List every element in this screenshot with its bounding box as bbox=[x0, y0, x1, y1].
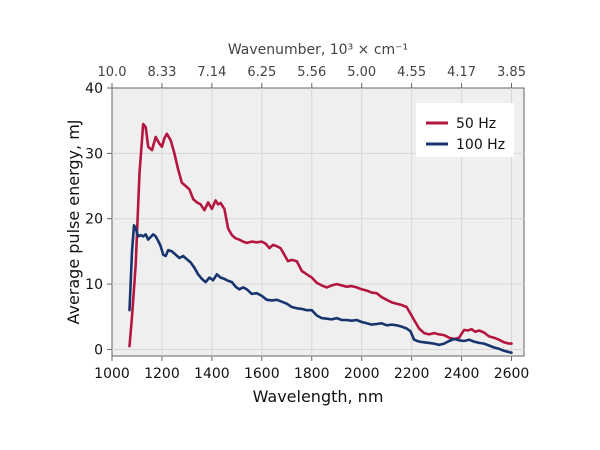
y-axis-title: Average pulse energy, mJ bbox=[64, 119, 83, 324]
top-tick-label: 10.0 bbox=[98, 65, 127, 80]
legend-box bbox=[416, 103, 514, 157]
legend-label-100hz: 100 Hz bbox=[456, 137, 505, 153]
legend: 50 Hz 100 Hz bbox=[416, 103, 514, 157]
series-line-50hz bbox=[128, 122, 513, 348]
gridlines bbox=[112, 88, 524, 356]
series-lines bbox=[128, 122, 513, 355]
x-axis: 1000 1200 1400 1600 1800 2000 2200 2400 2600 bbox=[94, 356, 529, 382]
top-tick-label: 5.56 bbox=[297, 65, 326, 80]
top-axis: 10.0 8.33 7.14 6.25 5.56 5.00 4.55 4.17 3.85 bbox=[98, 65, 526, 88]
x-tick-label: 2400 bbox=[444, 366, 480, 382]
x-tick-label: 1200 bbox=[144, 366, 180, 382]
y-tick-label: 10 bbox=[85, 277, 103, 293]
top-tick-label: 7.14 bbox=[197, 65, 226, 80]
top-axis-title: Wavenumber, 10³ × cm⁻¹ bbox=[228, 42, 408, 58]
top-tick-label: 4.55 bbox=[397, 65, 426, 80]
y-tick-label: 30 bbox=[85, 146, 103, 162]
x-tick-label: 2600 bbox=[494, 366, 530, 382]
top-tick-label: 5.00 bbox=[347, 65, 376, 80]
legend-label-50hz: 50 Hz bbox=[456, 116, 496, 132]
x-tick-label: 1000 bbox=[94, 366, 130, 382]
series-line-100hz bbox=[128, 224, 513, 355]
y-tick-label: 0 bbox=[94, 342, 103, 358]
top-tick-label: 8.33 bbox=[147, 65, 176, 80]
y-tick-label: 40 bbox=[85, 81, 103, 97]
top-tick-label: 3.85 bbox=[497, 65, 526, 80]
top-tick-label: 6.25 bbox=[247, 65, 276, 80]
x-tick-label: 2000 bbox=[344, 366, 380, 382]
x-axis-title: Wavelength, nm bbox=[253, 387, 384, 406]
x-tick-label: 1400 bbox=[194, 366, 230, 382]
x-tick-label: 2200 bbox=[394, 366, 430, 382]
x-tick-label: 1800 bbox=[294, 366, 330, 382]
y-axis: 0 10 20 30 40 bbox=[85, 81, 112, 358]
y-tick-label: 20 bbox=[85, 212, 103, 228]
x-tick-label: 1600 bbox=[244, 366, 280, 382]
top-tick-label: 4.17 bbox=[447, 65, 476, 80]
